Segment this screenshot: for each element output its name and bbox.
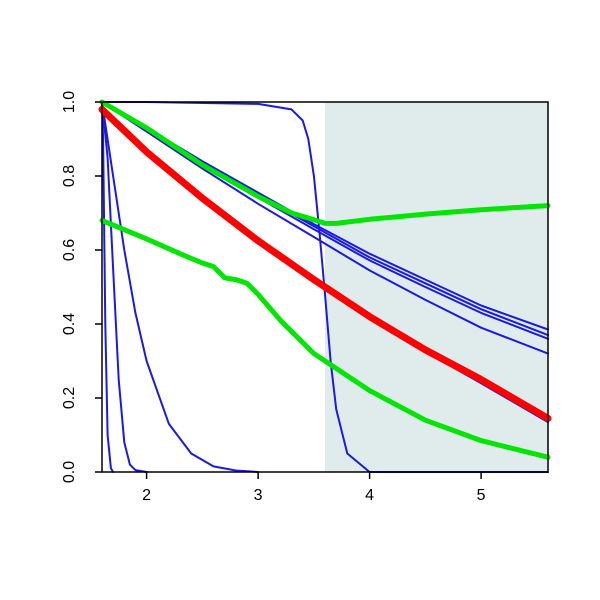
x-tick-label: 5 (477, 487, 486, 504)
y-tick-label: 0.4 (61, 313, 78, 335)
shaded-region-layer (325, 102, 548, 472)
blue-series-line-1 (101, 101, 115, 473)
y-tick-label: 0.8 (61, 165, 78, 187)
blue-series-line-2 (101, 101, 148, 473)
series-layer (98, 99, 552, 473)
blue-series-line-4 (101, 101, 549, 473)
plot-frame (101, 101, 549, 473)
green-series-line-12 (99, 217, 551, 460)
axes-layer: 2 3 4 5 0.0 0.2 0.4 0.6 0.8 1.0 (61, 91, 549, 504)
red-series-line-10 (98, 105, 552, 422)
green-series-line-11 (99, 99, 551, 226)
y-tick-label: 0.0 (61, 461, 78, 483)
y-tick-label: 0.2 (61, 387, 78, 409)
y-tick-label: 0.6 (61, 239, 78, 261)
blue-series-line-3 (101, 101, 260, 473)
y-tick-label: 1.0 (61, 91, 78, 113)
x-tick-label: 2 (142, 487, 151, 504)
x-tick-label: 4 (365, 487, 374, 504)
shaded-region (325, 102, 548, 472)
x-tick-label: 3 (254, 487, 263, 504)
blue-series-line-8 (101, 101, 549, 355)
